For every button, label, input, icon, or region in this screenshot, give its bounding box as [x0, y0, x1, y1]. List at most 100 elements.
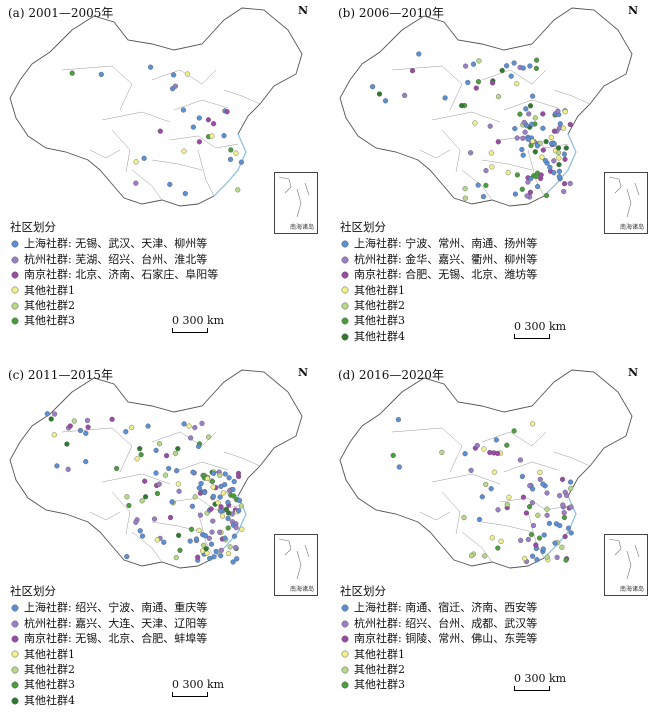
legend-title: 社区划分: [340, 220, 386, 234]
city-point: [537, 469, 543, 476]
city-point: [529, 121, 535, 127]
city-point: [401, 92, 408, 99]
province-boundary: [151, 69, 217, 85]
province-boundary: [131, 531, 163, 563]
city-point: [133, 519, 139, 525]
city-point: [218, 553, 224, 559]
legend: 社区划分 上海社群: 无锡、武汉、天津、柳州等 杭州社群: 芜湖、绍兴、台州、淮北…: [10, 220, 218, 329]
city-point: [84, 417, 91, 424]
legend-swatch-icon: [11, 666, 19, 674]
city-point: [530, 553, 536, 559]
legend-label: 其他社群1: [354, 283, 405, 297]
legend: 社区划分 上海社群: 绍兴、宁波、南通、重庆等 杭州社群: 嘉兴、大连、天津、辽阳…: [10, 584, 207, 708]
city-point: [204, 550, 210, 556]
city-point: [133, 159, 139, 165]
map-panel-a: (a) 2001—2005年 N 南海诸岛 社区划分 上海社群: 无锡、武汉、天…: [2, 0, 322, 350]
city-point: [198, 480, 204, 487]
city-point: [554, 554, 560, 561]
city-point: [527, 63, 533, 69]
city-point: [552, 540, 558, 546]
city-point: [174, 468, 180, 474]
province-boundary: [111, 491, 131, 535]
city-point: [483, 481, 489, 488]
city-point: [568, 485, 574, 492]
city-point: [527, 103, 534, 109]
legend-swatch-icon: [341, 635, 349, 643]
city-point: [234, 556, 240, 562]
city-point: [506, 494, 512, 500]
panel-title: (d) 2016—2020年: [338, 368, 444, 382]
north-arrow: N: [628, 366, 639, 379]
city-point: [488, 486, 494, 492]
city-point: [530, 421, 536, 427]
city-point: [181, 421, 187, 427]
legend-label: 南京社群: 北京、济南、石家庄、阜阳等: [24, 268, 219, 282]
city-point: [514, 81, 520, 87]
city-point: [69, 70, 75, 76]
city-point: [64, 441, 70, 447]
city-point: [225, 525, 231, 531]
city-point: [473, 85, 479, 91]
city-point: [465, 79, 471, 86]
city-point: [230, 486, 236, 493]
legend-label: 杭州社群: 金华、嘉兴、衢州、柳州等: [354, 252, 538, 266]
city-point: [564, 492, 570, 499]
city-point: [201, 472, 207, 479]
city-point: [519, 146, 525, 153]
city-point: [525, 536, 531, 543]
legend-swatch-icon: [341, 317, 349, 325]
legend-label: 南京社群: 合肥、无锡、北京、潍坊等: [354, 268, 538, 282]
city-point: [521, 119, 527, 126]
city-point: [209, 529, 215, 535]
legend-item: 上海社群: 南通、宿迁、济南、西安等: [340, 600, 537, 615]
legend-item: 上海社群: 绍兴、宁波、南通、重庆等: [10, 600, 207, 615]
city-point: [551, 158, 557, 164]
country-outline: [339, 369, 633, 569]
city-point: [169, 499, 175, 505]
city-point: [390, 452, 396, 459]
city-point: [522, 555, 528, 562]
city-point: [551, 128, 558, 134]
scale-text: 0 300 km: [172, 678, 225, 691]
city-point: [567, 121, 573, 128]
city-point: [495, 139, 501, 145]
city-point: [231, 493, 237, 499]
city-point: [533, 65, 540, 72]
city-point: [162, 472, 169, 478]
inset-label: 南海诸岛: [289, 224, 314, 231]
city-point: [526, 111, 532, 117]
city-point: [196, 139, 203, 145]
city-point: [480, 194, 487, 200]
city-point: [535, 512, 541, 518]
panel-title: (a) 2001—2005年: [8, 6, 114, 20]
city-point: [523, 106, 529, 112]
city-point: [51, 432, 57, 438]
city-point: [530, 93, 536, 99]
city-point: [536, 535, 543, 541]
legend-swatch-icon: [11, 286, 19, 294]
city-point: [137, 446, 143, 452]
legend-label: 其他社群3: [354, 314, 405, 328]
north-arrow: N: [628, 4, 639, 17]
city-point: [568, 479, 574, 485]
inset-map: [608, 176, 640, 218]
province-boundary: [481, 521, 533, 533]
city-point: [139, 533, 146, 539]
city-point: [71, 418, 77, 424]
city-point: [170, 86, 176, 92]
province-boundary: [111, 129, 131, 173]
city-point: [491, 469, 498, 475]
city-point: [215, 500, 221, 506]
china-map-a: [9, 7, 303, 207]
city-point: [556, 155, 562, 161]
city-point: [154, 490, 161, 497]
city-point: [540, 481, 546, 487]
city-point: [207, 555, 213, 562]
city-point: [489, 164, 495, 170]
city-point: [51, 411, 58, 417]
city-point: [164, 453, 170, 459]
south-china-sea-inset: 南海诸岛: [274, 172, 318, 234]
city-point: [526, 504, 533, 510]
city-point: [126, 502, 132, 509]
city-point: [561, 510, 567, 516]
